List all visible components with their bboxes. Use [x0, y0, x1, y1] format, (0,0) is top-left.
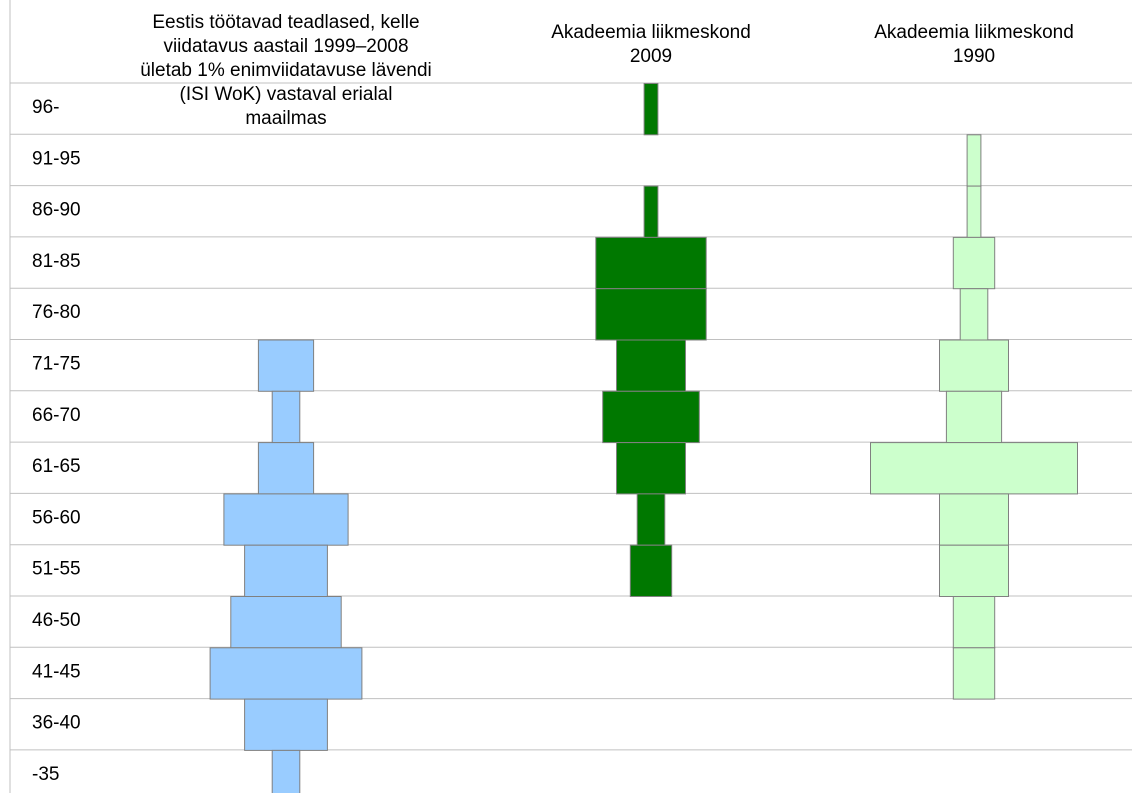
y-tick-label: -35 [32, 764, 59, 785]
bar-segment [272, 391, 300, 442]
bars [210, 84, 1077, 793]
y-tick-label: 46-50 [32, 610, 81, 631]
bar-segment [644, 84, 658, 135]
y-tick-label: 91-95 [32, 148, 81, 169]
bar-segment [596, 289, 706, 340]
bar-segment [953, 648, 994, 699]
bar-segment [617, 340, 686, 391]
y-tick-label: 66-70 [32, 405, 81, 426]
y-tick-label: 41-45 [32, 661, 81, 682]
bar-segment [630, 545, 671, 596]
bar-segment [637, 494, 665, 545]
series-title-line: Eestis töötavad teadlased, kelle [152, 12, 419, 33]
series-title-line: maailmas [245, 108, 326, 129]
bar-segment [224, 494, 348, 545]
series-title-line: (ISI WoK) vastaval erialal [180, 84, 393, 105]
series-titles: Eestis töötavad teadlased, kelle viidatav… [140, 12, 1074, 129]
series-title-line: 1990 [953, 46, 995, 67]
bar-segment [231, 597, 341, 648]
bar-segment [603, 391, 700, 442]
bar-segment [210, 648, 362, 699]
series-title-line: ületab 1% enimviidatavuse lävendi [140, 60, 432, 81]
bar-segment [245, 545, 328, 596]
bar-segment [967, 135, 981, 186]
y-tick-label: 61-65 [32, 456, 81, 477]
series-title-line: Akadeemia liikmeskond [874, 22, 1074, 43]
bar-segment [272, 750, 300, 793]
y-axis-labels: 96- 91-95 86-90 81-85 76-80 71-75 66-70 61-65 56… [32, 97, 81, 785]
y-tick-label: 81-85 [32, 251, 81, 272]
bar-segment [871, 443, 1078, 494]
bar-segment [245, 699, 328, 750]
bar-segment [960, 289, 988, 340]
bar-segment [644, 186, 658, 237]
bar-segment [953, 597, 994, 648]
y-tick-label: 51-55 [32, 559, 81, 580]
bar-segment [940, 494, 1009, 545]
series-title-line: 2009 [630, 46, 672, 67]
y-tick-label: 86-90 [32, 200, 81, 221]
y-tick-label: 71-75 [32, 354, 81, 375]
y-tick-label: 76-80 [32, 302, 81, 323]
bar-segment [258, 443, 313, 494]
y-tick-label: 96- [32, 97, 59, 118]
y-tick-label: 36-40 [32, 713, 81, 734]
bar-segment [953, 237, 994, 288]
series-title-line: viidatavus aastail 1999–2008 [163, 36, 408, 57]
bar-segment [258, 340, 313, 391]
bar-segment [940, 545, 1009, 596]
bar-segment [596, 237, 706, 288]
bar-segment [967, 186, 981, 237]
bar-segment [617, 443, 686, 494]
bar-segment [940, 340, 1009, 391]
y-tick-label: 56-60 [32, 507, 81, 528]
series-title-line: Akadeemia liikmeskond [551, 22, 751, 43]
bar-segment [946, 391, 1001, 442]
